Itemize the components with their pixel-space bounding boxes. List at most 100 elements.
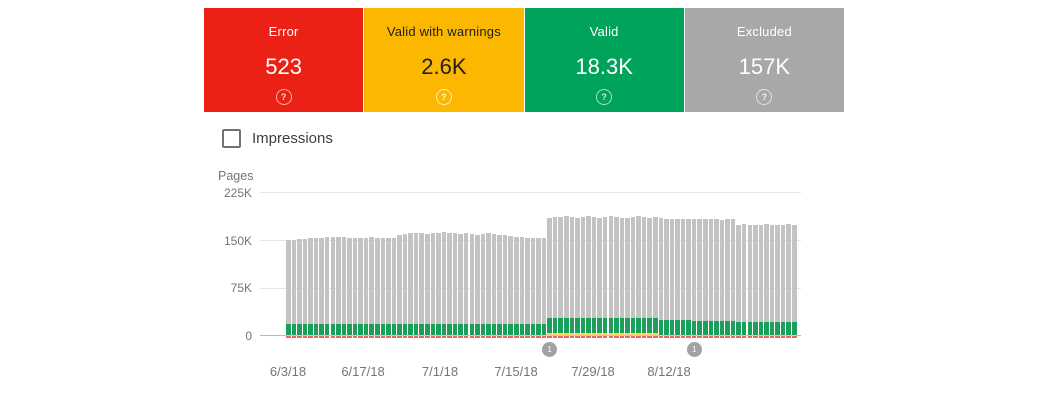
bar[interactable]	[753, 225, 758, 338]
bar[interactable]	[552, 217, 558, 338]
bar[interactable]	[575, 217, 580, 338]
bar[interactable]	[625, 217, 630, 338]
bar[interactable]	[530, 237, 536, 338]
bar[interactable]	[469, 234, 475, 338]
bar[interactable]	[658, 217, 664, 338]
bar[interactable]	[419, 233, 424, 338]
bar[interactable]	[480, 234, 486, 338]
bar[interactable]	[380, 238, 386, 338]
bar[interactable]	[441, 232, 447, 338]
bar[interactable]	[458, 234, 463, 338]
bar[interactable]	[391, 237, 397, 338]
bar[interactable]	[775, 225, 780, 338]
bar[interactable]	[375, 237, 380, 338]
bar[interactable]	[475, 234, 480, 338]
bar[interactable]	[675, 218, 680, 338]
bar[interactable]	[580, 217, 586, 338]
help-icon[interactable]: ?	[756, 89, 773, 105]
bar[interactable]	[564, 216, 569, 338]
bar[interactable]	[358, 238, 363, 338]
bar[interactable]	[641, 217, 647, 338]
bar[interactable]	[608, 216, 614, 338]
card-valid-with-warnings[interactable]: Valid with warnings 2.6K ?	[364, 8, 524, 112]
bar[interactable]	[463, 233, 469, 338]
bar[interactable]	[653, 217, 658, 338]
annotation-marker[interactable]: 1	[542, 342, 558, 357]
bar[interactable]	[569, 217, 575, 338]
bar[interactable]	[341, 237, 347, 338]
bar[interactable]	[525, 237, 530, 338]
bar[interactable]	[352, 237, 358, 338]
bar[interactable]	[686, 219, 691, 338]
bar[interactable]	[324, 237, 330, 338]
bar[interactable]	[497, 234, 502, 338]
bar[interactable]	[741, 223, 747, 338]
bar[interactable]	[769, 224, 775, 338]
bar[interactable]	[336, 236, 341, 338]
bar[interactable]	[363, 237, 369, 338]
bar[interactable]	[730, 219, 736, 338]
bar[interactable]	[725, 219, 730, 338]
bar[interactable]	[792, 224, 797, 338]
bar[interactable]	[408, 232, 413, 338]
bar[interactable]	[491, 234, 497, 338]
bar[interactable]	[780, 224, 786, 338]
bar[interactable]	[402, 234, 408, 338]
bar[interactable]	[614, 217, 619, 338]
card-valid[interactable]: Valid 18.3K ?	[524, 8, 684, 112]
bar[interactable]	[630, 217, 636, 338]
bar[interactable]	[619, 217, 625, 338]
bar[interactable]	[747, 224, 753, 338]
bar[interactable]	[330, 236, 336, 338]
bar[interactable]	[447, 232, 452, 338]
bar[interactable]	[302, 239, 308, 338]
bar[interactable]	[347, 237, 352, 338]
bar[interactable]	[508, 235, 513, 338]
bar[interactable]	[602, 217, 608, 338]
help-icon[interactable]: ?	[596, 89, 613, 105]
bar[interactable]	[286, 239, 291, 338]
bar[interactable]	[680, 218, 686, 338]
bar[interactable]	[291, 239, 297, 338]
bar[interactable]	[597, 217, 602, 338]
bar[interactable]	[586, 216, 591, 338]
bar[interactable]	[697, 219, 702, 338]
annotation-marker[interactable]: 1	[686, 342, 702, 357]
bar[interactable]	[386, 238, 391, 338]
bar[interactable]	[319, 237, 324, 338]
bar[interactable]	[436, 232, 441, 338]
impressions-checkbox[interactable]	[222, 129, 241, 148]
bar[interactable]	[664, 218, 669, 338]
bar[interactable]	[413, 232, 419, 338]
bar[interactable]	[719, 220, 725, 338]
bar[interactable]	[558, 217, 563, 338]
bar[interactable]	[647, 217, 652, 338]
bar[interactable]	[369, 237, 374, 338]
bar[interactable]	[541, 238, 547, 338]
bar[interactable]	[297, 239, 302, 338]
bar[interactable]	[397, 235, 402, 338]
bar[interactable]	[786, 223, 791, 338]
bar[interactable]	[669, 219, 675, 338]
card-error[interactable]: Error 523 ?	[204, 8, 364, 112]
bar[interactable]	[636, 216, 641, 338]
bar[interactable]	[430, 233, 436, 338]
bar[interactable]	[536, 238, 541, 338]
help-icon[interactable]: ?	[435, 89, 452, 105]
bar[interactable]	[708, 218, 714, 338]
bar[interactable]	[764, 223, 769, 338]
bar[interactable]	[486, 233, 491, 338]
bar[interactable]	[514, 236, 519, 338]
bar[interactable]	[547, 217, 552, 338]
bar[interactable]	[703, 219, 708, 338]
bar[interactable]	[714, 219, 719, 338]
card-excluded[interactable]: Excluded 157K ?	[684, 8, 844, 112]
help-icon[interactable]: ?	[275, 89, 292, 105]
bar[interactable]	[519, 237, 525, 338]
bar[interactable]	[425, 234, 430, 338]
bar[interactable]	[758, 224, 764, 338]
bar[interactable]	[691, 218, 697, 338]
bar[interactable]	[308, 238, 313, 338]
bar[interactable]	[502, 235, 508, 338]
bar[interactable]	[313, 238, 319, 338]
